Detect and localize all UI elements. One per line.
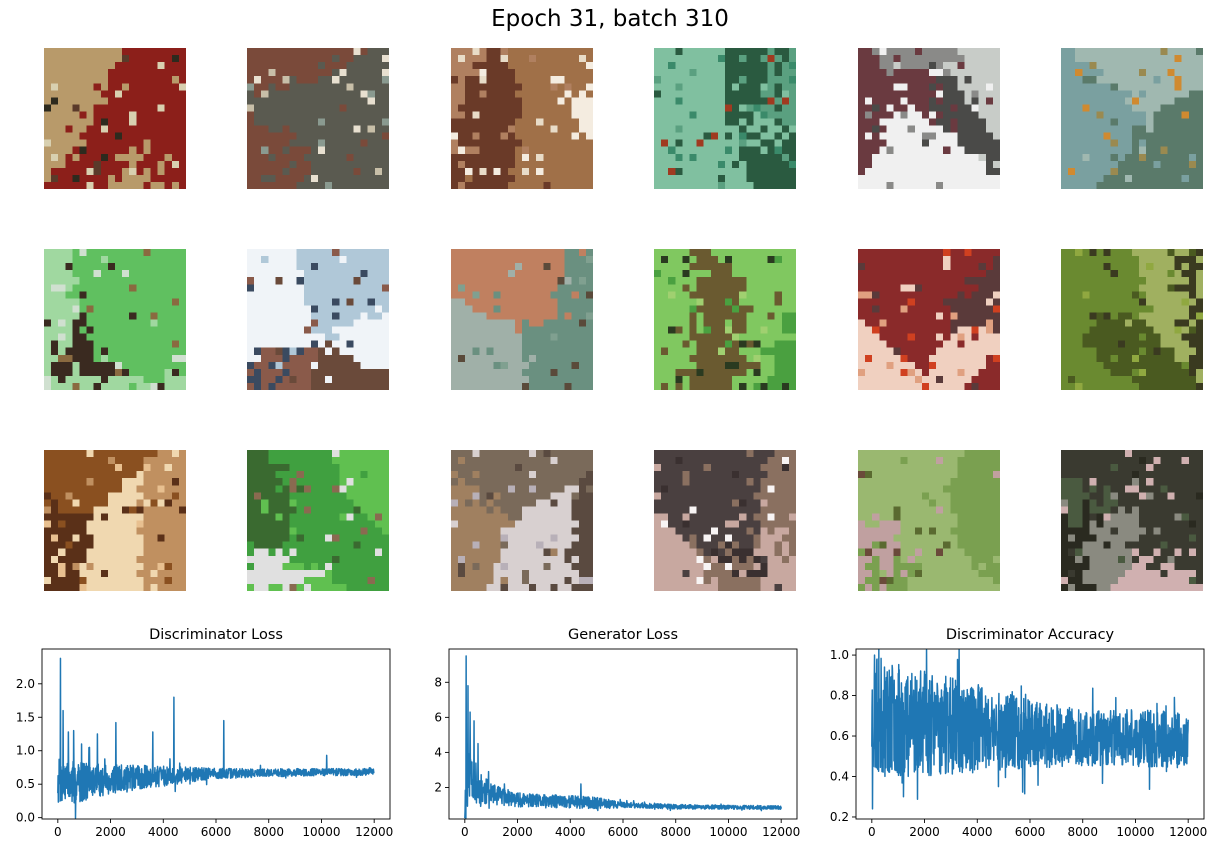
plot-title: Discriminator Accuracy	[946, 627, 1115, 643]
series-line	[871, 649, 1189, 810]
plot-title: Discriminator Loss	[149, 627, 283, 643]
generated-sample-image	[1061, 48, 1203, 189]
plot-title: Generator Loss	[568, 627, 678, 643]
x-tick-label: 4000	[962, 825, 993, 839]
generated-sample-image	[44, 48, 186, 189]
series-line	[57, 657, 375, 819]
generated-sample-image	[247, 48, 389, 189]
x-tick-label: 10000	[709, 825, 747, 839]
generated-sample-image	[654, 249, 796, 390]
x-tick-label: 2000	[95, 825, 126, 839]
generated-sample-image	[44, 249, 186, 390]
x-tick-label: 12000	[762, 825, 800, 839]
x-tick-label: 10000	[1116, 825, 1154, 839]
generator-loss-plot: Generator Loss 0 2000 4000 6000 8000 10000 1200…	[407, 618, 817, 848]
y-tick-label: 0.5	[16, 777, 35, 791]
discriminator-loss-plot: Discriminator Loss 0 2000 4000 6000 8000 10000…	[0, 618, 410, 848]
y-tick-label: 1.0	[16, 744, 35, 758]
generated-sample-image	[858, 48, 1000, 189]
y-tick-label: 0.4	[830, 770, 849, 784]
generated-sample-image	[451, 249, 593, 390]
y-tick-label: 0.2	[830, 810, 849, 824]
y-tick-label: 2.0	[16, 677, 35, 691]
x-tick-label: 8000	[660, 825, 691, 839]
discriminator-accuracy-plot: Discriminator Accuracy 0 2000 4000 6000 8000 1…	[814, 618, 1220, 848]
x-tick-label: 8000	[253, 825, 284, 839]
y-tick-label: 0.6	[830, 729, 849, 743]
x-tick-label: 4000	[555, 825, 586, 839]
y-tick-label: 6	[434, 710, 442, 724]
generated-sample-image	[1061, 249, 1203, 390]
x-tick-label: 0	[868, 825, 876, 839]
y-tick-label: 1.0	[830, 648, 849, 662]
generated-sample-image	[858, 249, 1000, 390]
x-tick-label: 12000	[1169, 825, 1207, 839]
x-tick-label: 8000	[1067, 825, 1098, 839]
generated-sample-image	[451, 450, 593, 591]
y-tick-label: 0.8	[830, 689, 849, 703]
generated-sample-image	[247, 249, 389, 390]
generated-sample-image	[654, 48, 796, 189]
axes-frame	[41, 648, 391, 820]
y-tick-label: 4	[434, 745, 442, 759]
y-tick-label: 8	[434, 675, 442, 689]
y-tick-label: 1.5	[16, 710, 35, 724]
x-tick-label: 10000	[302, 825, 340, 839]
generated-sample-image	[858, 450, 1000, 591]
x-tick-label: 0	[54, 825, 62, 839]
series-line	[464, 655, 782, 819]
figure-title: Epoch 31, batch 310	[491, 6, 729, 32]
x-tick-label: 6000	[201, 825, 232, 839]
x-tick-label: 4000	[148, 825, 179, 839]
generated-sample-image	[451, 48, 593, 189]
x-tick-label: 2000	[909, 825, 940, 839]
x-tick-label: 6000	[1015, 825, 1046, 839]
generated-sample-image	[1061, 450, 1203, 591]
y-tick-label: 2	[434, 780, 442, 794]
x-tick-label: 0	[461, 825, 469, 839]
x-tick-label: 2000	[502, 825, 533, 839]
generated-sample-image	[654, 450, 796, 591]
x-tick-label: 12000	[355, 825, 393, 839]
generated-sample-image	[44, 450, 186, 591]
x-tick-label: 6000	[608, 825, 639, 839]
generated-sample-image	[247, 450, 389, 591]
y-tick-label: 0.0	[16, 811, 35, 825]
